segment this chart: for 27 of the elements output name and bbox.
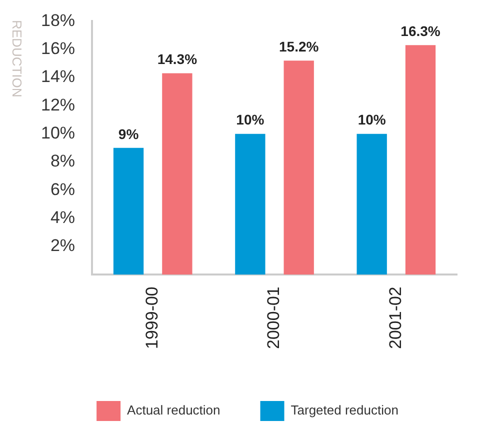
y-tick-label: 12%	[40, 95, 76, 114]
x-tick-label: 2001-02	[386, 286, 405, 349]
y-tick-label: 10%	[40, 124, 76, 143]
data-label: 10%	[358, 112, 386, 128]
y-axis-title: REDUCTION	[9, 20, 24, 98]
y-tick-label: 8%	[50, 152, 76, 171]
x-tick-label: 1999-00	[142, 286, 162, 349]
bar	[113, 148, 144, 275]
bar	[235, 134, 266, 275]
y-tick-label: 6%	[50, 180, 76, 199]
bar	[162, 73, 192, 275]
legend-label: Targeted reduction	[290, 402, 398, 418]
data-label: 10%	[236, 112, 265, 128]
y-tick-label: 18%	[40, 10, 76, 30]
y-tick-label: 4%	[50, 208, 76, 227]
y-tick-label: 2%	[50, 236, 76, 256]
y-tick-label: 14%	[40, 67, 76, 86]
x-tick-label: 2000-01	[264, 286, 284, 349]
bar	[284, 60, 314, 275]
bar	[405, 45, 436, 275]
bar	[356, 134, 387, 275]
y-tick-label: 16%	[40, 39, 76, 58]
data-label: 14.3%	[157, 51, 198, 68]
data-label: 16.3%	[400, 22, 441, 39]
data-label: 9%	[118, 126, 140, 142]
legend-label: Actual reduction	[127, 402, 220, 418]
data-label: 15.2%	[278, 38, 320, 54]
